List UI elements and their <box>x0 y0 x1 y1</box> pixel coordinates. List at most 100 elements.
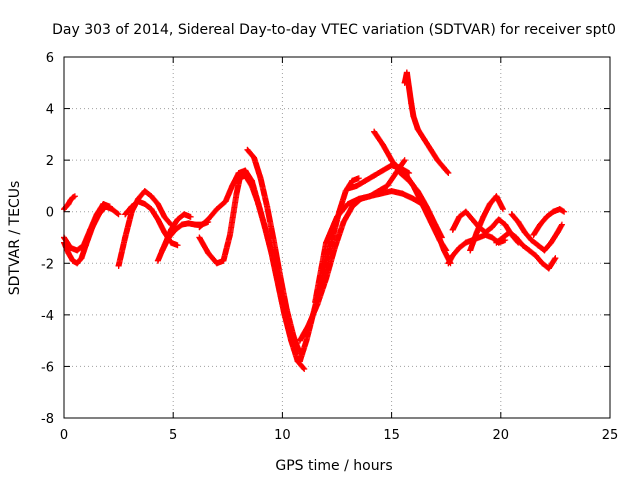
data-point <box>548 239 555 246</box>
data-point <box>473 229 480 236</box>
data-point <box>174 216 181 223</box>
data-point <box>537 221 544 228</box>
data-point <box>257 175 264 182</box>
data-point <box>344 185 351 192</box>
x-tick-label: 25 <box>602 428 619 443</box>
series-trace <box>530 206 567 238</box>
data-point <box>331 244 338 251</box>
data-point <box>296 337 303 344</box>
data-point <box>172 226 179 233</box>
data-point <box>427 146 434 153</box>
data-point <box>480 213 487 220</box>
data-point <box>115 211 122 218</box>
data-point <box>303 337 310 344</box>
data-point <box>421 136 428 143</box>
data-point <box>74 260 81 267</box>
data-point <box>93 211 100 218</box>
data-point <box>362 177 369 184</box>
data-point <box>489 234 496 241</box>
data-point <box>242 172 249 179</box>
axis-ticks: 0 5 10 15 20 25 -8 -6 -4 -2 0 2 4 6 <box>41 51 618 443</box>
data-point <box>456 244 463 251</box>
data-point <box>159 247 166 254</box>
data-point <box>222 198 229 205</box>
data-point <box>410 195 417 202</box>
data-point <box>441 247 448 254</box>
chart-title: Day 303 of 2014, Sidereal Day-to-day VTE… <box>52 22 616 38</box>
data-point <box>377 190 384 197</box>
data-point <box>154 216 161 223</box>
data-point <box>556 206 563 213</box>
data-point <box>441 164 448 171</box>
data-point <box>196 224 203 231</box>
data-point <box>493 193 500 200</box>
data-point <box>251 154 258 161</box>
data-point <box>87 226 94 233</box>
data-point <box>384 182 391 189</box>
data-point <box>519 242 526 249</box>
data-point <box>462 239 469 246</box>
data-point <box>513 234 520 241</box>
series-arc-10 <box>235 172 308 373</box>
x-axis-label: GPS time / hours <box>275 458 392 474</box>
data-point <box>399 190 406 197</box>
data-point <box>174 242 181 249</box>
data-point <box>410 182 417 189</box>
data-point <box>178 221 185 228</box>
data-point <box>277 273 284 280</box>
x-tick-label: 15 <box>383 428 400 443</box>
data-point <box>499 234 506 241</box>
data-point <box>545 265 552 272</box>
data-point <box>410 113 417 120</box>
data-point <box>493 239 500 246</box>
data-point <box>355 195 362 202</box>
series-arc-19 <box>401 69 452 177</box>
data-point <box>181 211 188 218</box>
data-point <box>502 221 509 228</box>
series-arc-20 <box>445 231 509 267</box>
data-point <box>340 219 347 226</box>
data-point <box>469 216 476 223</box>
data-point <box>235 170 242 177</box>
data-point <box>226 231 233 238</box>
data-point <box>371 128 378 135</box>
data-point <box>187 213 194 220</box>
data-point <box>541 247 548 254</box>
data-point <box>122 234 129 241</box>
data-point <box>69 257 76 264</box>
x-tick-label: 5 <box>169 428 177 443</box>
data-point <box>148 193 155 200</box>
data-point <box>445 170 452 177</box>
data-point <box>161 229 168 236</box>
data-point <box>508 211 515 218</box>
data-point <box>154 257 161 264</box>
data-point <box>128 203 135 210</box>
data-point <box>296 358 303 365</box>
data-point <box>185 220 192 227</box>
data-point <box>489 224 496 231</box>
series-trace <box>196 171 244 267</box>
series-arc-8 <box>196 170 244 267</box>
series-arc-22 <box>467 193 506 254</box>
data-point <box>235 175 242 182</box>
data-point <box>122 211 129 218</box>
data-point <box>550 208 557 215</box>
data-point <box>403 69 410 76</box>
data-point <box>154 200 161 207</box>
x-tick-label: 10 <box>274 428 291 443</box>
data-point <box>499 206 506 213</box>
y-axis-label: SDTVAR / TECUs <box>7 181 23 296</box>
data-point <box>521 229 528 236</box>
data-point <box>543 213 550 220</box>
data-point <box>290 332 297 339</box>
data-point <box>141 188 148 195</box>
data-point <box>432 224 439 231</box>
data-point <box>539 260 546 267</box>
data-point <box>406 84 413 91</box>
y-tick-label: -2 <box>41 257 54 272</box>
y-tick-label: -8 <box>41 412 54 427</box>
data-point <box>445 260 452 267</box>
data-point <box>532 252 539 259</box>
data-point <box>244 146 251 153</box>
